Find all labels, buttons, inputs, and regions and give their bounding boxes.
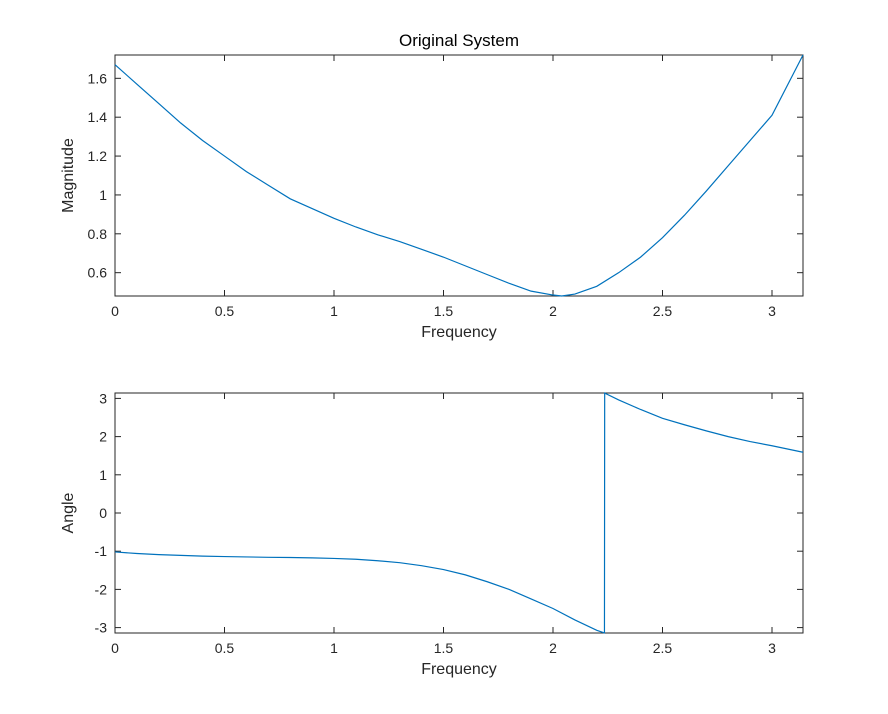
y-tick-label: 1 xyxy=(99,467,107,483)
x-tick-label: 2 xyxy=(549,303,557,319)
x-tick-label: 3 xyxy=(768,640,776,656)
plot-title: Original System xyxy=(399,31,519,50)
magnitude-plot: 0 0.5 1 1.5 2 2.5 3 0.6 0.8 1 1.2 1.4 1.6 Frequency Ma… xyxy=(60,31,804,341)
y-tick-label: 1.6 xyxy=(88,70,108,86)
y-tick-label: -2 xyxy=(95,581,108,597)
series-line xyxy=(114,54,804,297)
x-tick-label: 0.5 xyxy=(215,640,235,656)
x-axis-label: Frequency xyxy=(421,661,497,678)
x-tick-label: 1.5 xyxy=(434,303,454,319)
x-tick-label: 3 xyxy=(768,303,776,319)
y-tick-label: 2 xyxy=(99,429,107,445)
y-tick-label: 1.4 xyxy=(88,109,108,125)
y-tick-label: 3 xyxy=(99,390,107,406)
y-tick-label: -1 xyxy=(95,543,108,559)
x-tick-label: 2 xyxy=(549,640,557,656)
y-tick-label: 1 xyxy=(99,187,107,203)
axes-box xyxy=(114,54,804,297)
x-tick-label: 2.5 xyxy=(653,640,673,656)
x-tick-label: 0 xyxy=(111,303,119,319)
y-axis-label: Angle xyxy=(60,492,77,533)
x-tick-label: 1 xyxy=(330,640,338,656)
y-tick-label: 0 xyxy=(99,505,107,521)
x-tick-label: 0 xyxy=(111,640,119,656)
y-tick-label: -3 xyxy=(95,620,108,636)
x-tick-label: 1.5 xyxy=(434,640,454,656)
y-tick-label: 1.2 xyxy=(88,148,108,164)
x-tick-label: 2.5 xyxy=(653,303,673,319)
angle-plot: 0 0.5 1 1.5 2 2.5 3 -3 -2 -1 0 1 2 3 Frequency Angle xyxy=(60,390,804,678)
y-axis-label: Magnitude xyxy=(60,138,77,213)
x-axis-label: Frequency xyxy=(421,324,497,341)
x-tick-label: 1 xyxy=(330,303,338,319)
y-tick-label: 0.6 xyxy=(88,265,108,281)
y-tick-label: 0.8 xyxy=(88,226,108,242)
series-line xyxy=(114,392,804,634)
x-tick-label: 0.5 xyxy=(215,303,235,319)
